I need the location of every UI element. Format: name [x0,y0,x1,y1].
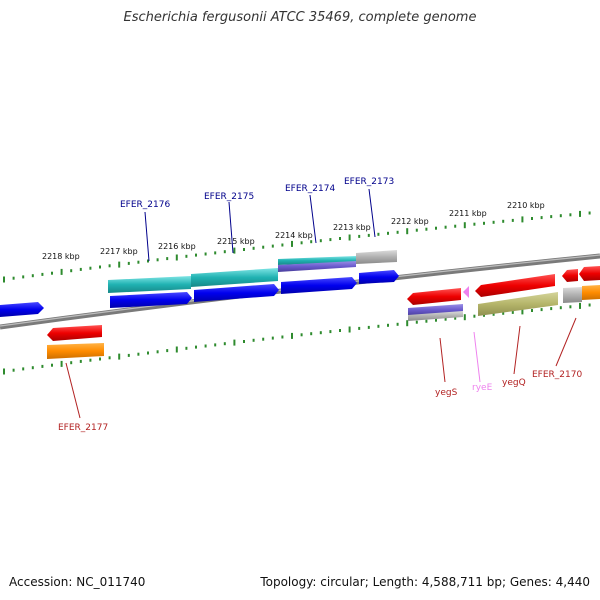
length-label: Length: [372,575,419,589]
cds-yegq[interactable] [475,274,555,297]
label-efer-2170[interactable]: EFER_2170 [532,370,582,380]
gene-efer-2177[interactable] [47,343,104,359]
genome-stats: Topology: circular; Length: 4,588,711 bp… [260,575,590,589]
scale-label: 2216 kbp [158,242,196,251]
genome-title: Escherichia fergusonii ATCC 35469, compl… [123,10,477,25]
gene-ryee[interactable] [463,286,469,298]
genes-label: Genes: [509,575,552,589]
gene-efer-2174-b[interactable] [278,261,356,272]
topology-value: circular [320,575,365,589]
gene-efer-2170-b[interactable] [582,285,600,300]
gene-efer-2170[interactable] [563,287,582,303]
scale-label: 2215 kbp [217,237,255,246]
scale-label: 2217 kbp [100,247,138,256]
cds-efer-2170-a[interactable] [562,269,578,282]
label-yegs[interactable]: yegS [435,388,458,398]
cds-left-partial[interactable] [0,302,44,317]
cds-efer-2173[interactable] [359,270,399,284]
gene-efer-2176[interactable] [108,276,191,293]
scale-label: 2213 kbp [333,223,371,232]
scale-label: 2210 kbp [507,201,545,210]
cds-efer-2175[interactable] [194,284,279,302]
label-ryee[interactable]: ryeE [472,383,493,393]
accession-info: Accession: NC_011740 [9,575,145,589]
label-efer-2173[interactable]: EFER_2173 [344,177,394,187]
scale-label: 2218 kbp [42,252,80,261]
gene-efer-2173[interactable] [356,250,397,264]
length-value: 4,588,711 bp [421,575,502,589]
label-efer-2174[interactable]: EFER_2174 [285,184,335,194]
cds-efer-2176[interactable] [110,292,192,308]
reverse-strand-genes [47,266,600,359]
leader-lines [65,188,577,419]
topology-label: Topology: [260,575,317,589]
scale-label: 2212 kbp [391,217,429,226]
label-efer-2176[interactable]: EFER_2176 [120,200,170,210]
gene-labels: EFER_2176 EFER_2175 EFER_2174 EFER_2173 … [58,177,582,433]
forward-strand-genes [0,250,399,317]
accession-value: NC_011740 [76,575,146,589]
label-yegq[interactable]: yegQ [502,378,526,388]
scale-track-lower [3,302,591,375]
genes-value: 4,440 [555,575,590,589]
cds-efer-2177[interactable] [47,325,102,341]
label-efer-2175[interactable]: EFER_2175 [204,192,254,202]
gene-yegq[interactable] [478,292,558,316]
accession-label: Accession: [9,575,73,589]
scale-label: 2211 kbp [449,209,487,218]
cds-efer-2174[interactable] [281,277,357,294]
gene-yegs-b[interactable] [408,311,463,321]
cds-yegs[interactable] [407,288,461,305]
gene-efer-2175[interactable] [191,268,278,287]
scale-labels: 2218 kbp 2217 kbp 2216 kbp 2215 kbp 2214… [42,201,545,261]
scale-label: 2214 kbp [275,231,313,240]
label-efer-2177[interactable]: EFER_2177 [58,423,108,433]
cds-efer-2170-b[interactable] [579,266,600,281]
scale-track-upper [3,210,591,283]
